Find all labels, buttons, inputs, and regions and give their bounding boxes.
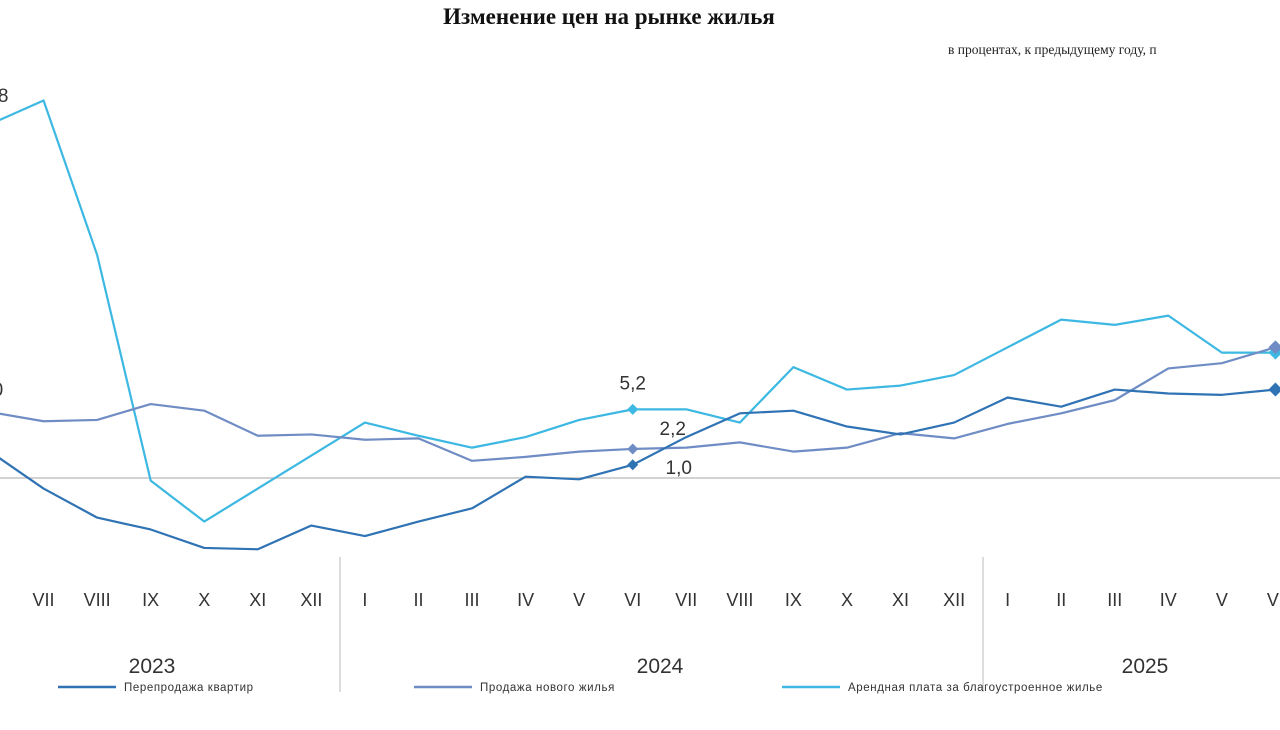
data-point-marker: [627, 459, 639, 471]
x-tick-label: V: [573, 590, 585, 610]
series-line-0: [0, 388, 1276, 551]
x-tick-label: IV: [1160, 590, 1177, 610]
series-line-1: [0, 346, 1276, 462]
data-label: 5,2: [620, 373, 646, 394]
x-tick-label: VIII: [84, 590, 111, 610]
x-tick-label: IX: [142, 590, 159, 610]
year-label: 2023: [129, 655, 176, 678]
x-tick-label: IX: [785, 590, 802, 610]
x-tick-label: II: [413, 590, 423, 610]
x-tick-label: XII: [300, 590, 322, 610]
year-label: 2024: [637, 655, 684, 678]
x-tick-label: I: [1005, 590, 1010, 610]
x-tick-label: XI: [892, 590, 909, 610]
data-label: 1,0: [666, 458, 692, 479]
data-point-marker: [627, 443, 639, 455]
legend-label: Перепродажа квартир: [124, 682, 254, 694]
x-tick-label: VII: [33, 590, 55, 610]
x-tick-label: VI: [1267, 590, 1280, 610]
x-tick-label: VIII: [726, 590, 753, 610]
series-line-2: [0, 99, 1276, 523]
x-tick-label: I: [362, 590, 367, 610]
chart-subtitle: в процентах, к предыдущему году, п: [948, 42, 1157, 57]
x-tick-label: VI: [624, 590, 641, 610]
x-tick-label: III: [1107, 590, 1122, 610]
x-tick-label: III: [465, 590, 480, 610]
legend-label: Арендная плата за благоустроенное жилье: [848, 682, 1103, 694]
x-tick-label: II: [1056, 590, 1066, 610]
x-tick-label: XII: [943, 590, 965, 610]
chart-title: Изменение цен на рынке жилья: [443, 4, 775, 29]
data-label: 2,2: [660, 419, 686, 440]
data-label: 5,0: [0, 380, 3, 401]
data-point-marker: [1268, 382, 1280, 397]
legend-label: Продажа нового жилья: [480, 682, 615, 694]
year-label: 2025: [1122, 655, 1169, 678]
x-tick-label: IV: [517, 590, 534, 610]
x-tick-label: X: [198, 590, 210, 610]
x-tick-label: V: [1216, 590, 1228, 610]
data-point-marker: [627, 403, 639, 415]
data-point-marker: [1268, 340, 1280, 355]
x-tick-label: X: [841, 590, 853, 610]
x-tick-label: VII: [675, 590, 697, 610]
x-tick-label: XI: [249, 590, 266, 610]
data-label: 26,8: [0, 86, 8, 107]
